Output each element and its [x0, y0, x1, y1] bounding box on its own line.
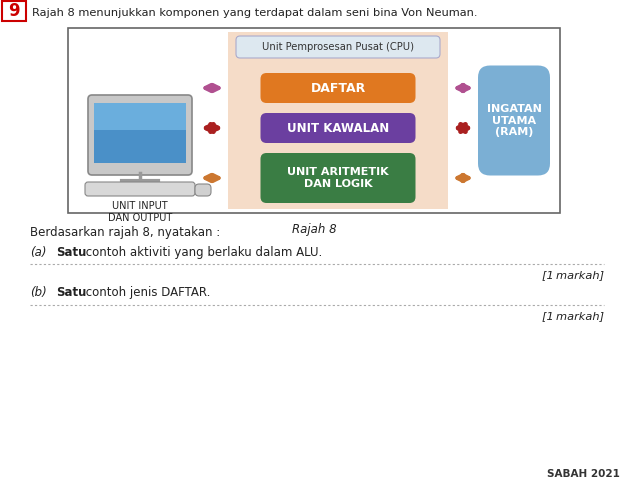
FancyBboxPatch shape: [261, 153, 415, 203]
FancyBboxPatch shape: [261, 73, 415, 103]
Text: contoh jenis DAFTAR.: contoh jenis DAFTAR.: [82, 286, 210, 299]
FancyBboxPatch shape: [94, 103, 186, 163]
FancyBboxPatch shape: [236, 36, 440, 58]
Text: UNIT ARITMETIK
DAN LOGIK: UNIT ARITMETIK DAN LOGIK: [287, 167, 389, 189]
Text: Satu: Satu: [56, 286, 86, 299]
FancyBboxPatch shape: [68, 28, 560, 213]
Text: DAFTAR: DAFTAR: [311, 82, 366, 95]
Text: 9: 9: [8, 2, 20, 20]
FancyBboxPatch shape: [228, 32, 448, 209]
FancyBboxPatch shape: [88, 95, 192, 175]
Text: Rajah 8 menunjukkan komponen yang terdapat dalam seni bina Von Neuman.: Rajah 8 menunjukkan komponen yang terdap…: [32, 8, 477, 18]
FancyBboxPatch shape: [85, 182, 195, 196]
FancyBboxPatch shape: [94, 103, 186, 130]
Text: UNIT INPUT
DAN OUTPUT: UNIT INPUT DAN OUTPUT: [108, 201, 172, 223]
FancyBboxPatch shape: [2, 1, 26, 21]
Text: Rajah 8: Rajah 8: [292, 223, 336, 236]
Text: contoh aktiviti yang berlaku dalam ALU.: contoh aktiviti yang berlaku dalam ALU.: [82, 246, 322, 259]
Text: UNIT KAWALAN: UNIT KAWALAN: [287, 122, 389, 134]
Text: Unit Pemprosesan Pusat (CPU): Unit Pemprosesan Pusat (CPU): [262, 42, 414, 52]
Text: (a): (a): [30, 246, 46, 259]
Text: (b): (b): [30, 286, 47, 299]
FancyBboxPatch shape: [478, 66, 550, 175]
FancyBboxPatch shape: [195, 184, 211, 196]
Text: [1 markah]: [1 markah]: [542, 311, 604, 321]
Text: Satu: Satu: [56, 246, 86, 259]
FancyBboxPatch shape: [261, 113, 415, 143]
Text: Berdasarkan rajah 8, nyatakan :: Berdasarkan rajah 8, nyatakan :: [30, 226, 220, 239]
Text: [1 markah]: [1 markah]: [542, 270, 604, 280]
Text: SABAH 2021: SABAH 2021: [547, 469, 620, 479]
Text: INGATAN
UTAMA
(RAM): INGATAN UTAMA (RAM): [486, 104, 541, 137]
